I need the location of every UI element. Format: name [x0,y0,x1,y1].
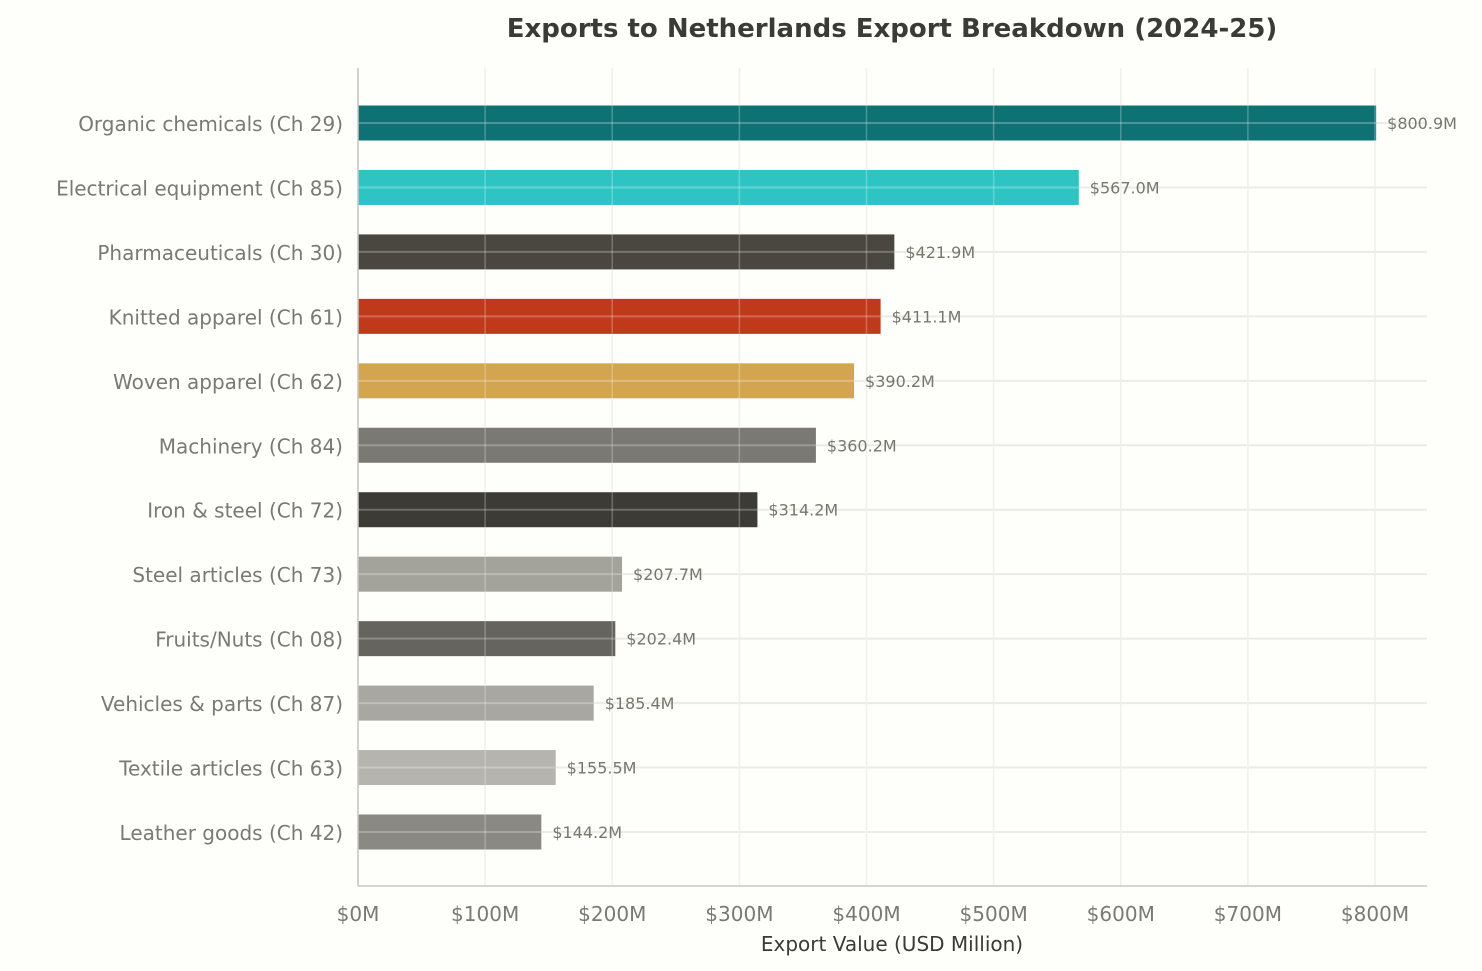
bar [358,427,816,463]
data-label: $202.4M [626,630,696,649]
bar [358,814,542,850]
bar [358,556,623,592]
y-tick-label: Electrical equipment (Ch 85) [56,176,343,200]
y-tick-label: Textile articles (Ch 63) [118,757,343,781]
y-tick-label: Fruits/Nuts (Ch 08) [155,628,343,652]
x-tick-label: $100M [451,902,519,926]
data-label: $411.1M [892,307,962,326]
y-tick-label: Vehicles & parts (Ch 87) [101,692,343,716]
bar [358,685,594,721]
x-tick-label: $200M [578,902,646,926]
data-label: $421.9M [905,243,975,262]
bar [358,363,855,399]
bar [358,492,758,528]
y-tick-label: Knitted apparel (Ch 61) [109,305,343,329]
bar [358,298,881,334]
data-label: $207.7M [633,565,703,584]
data-label: $185.4M [605,694,675,713]
y-tick-label: Iron & steel (Ch 72) [147,499,343,523]
y-tick-label: Pharmaceuticals (Ch 30) [97,241,343,265]
data-label: $567.0M [1090,178,1160,197]
y-tick-label: Machinery (Ch 84) [159,434,343,458]
data-label: $144.2M [552,823,622,842]
x-tick-label: $300M [705,902,773,926]
bar [358,621,616,657]
x-tick-label: $800M [1341,902,1409,926]
x-tick-label: $0M [337,902,380,926]
y-tick-label: Organic chemicals (Ch 29) [78,112,343,136]
data-label: $155.5M [567,759,637,778]
y-tick-label: Leather goods (Ch 42) [120,821,343,845]
data-label: $800.9M [1387,114,1457,133]
y-tick-label: Steel articles (Ch 73) [132,563,343,587]
x-tick-label: $700M [1214,902,1282,926]
chart-title: Exports to Netherlands Export Breakdown … [507,14,1278,44]
y-tick-label: Woven apparel (Ch 62) [113,370,343,394]
bar [358,169,1079,205]
bar [358,234,895,270]
data-label: $360.2M [827,436,897,455]
x-tick-label: $400M [832,902,900,926]
x-tick-label: $600M [1087,902,1155,926]
data-label: $314.2M [768,501,838,520]
bar [358,105,1377,141]
x-tick-label: $500M [960,902,1028,926]
data-label: $390.2M [865,372,935,391]
bar [358,750,556,786]
x-axis-label: Export Value (USD Million) [761,932,1023,956]
